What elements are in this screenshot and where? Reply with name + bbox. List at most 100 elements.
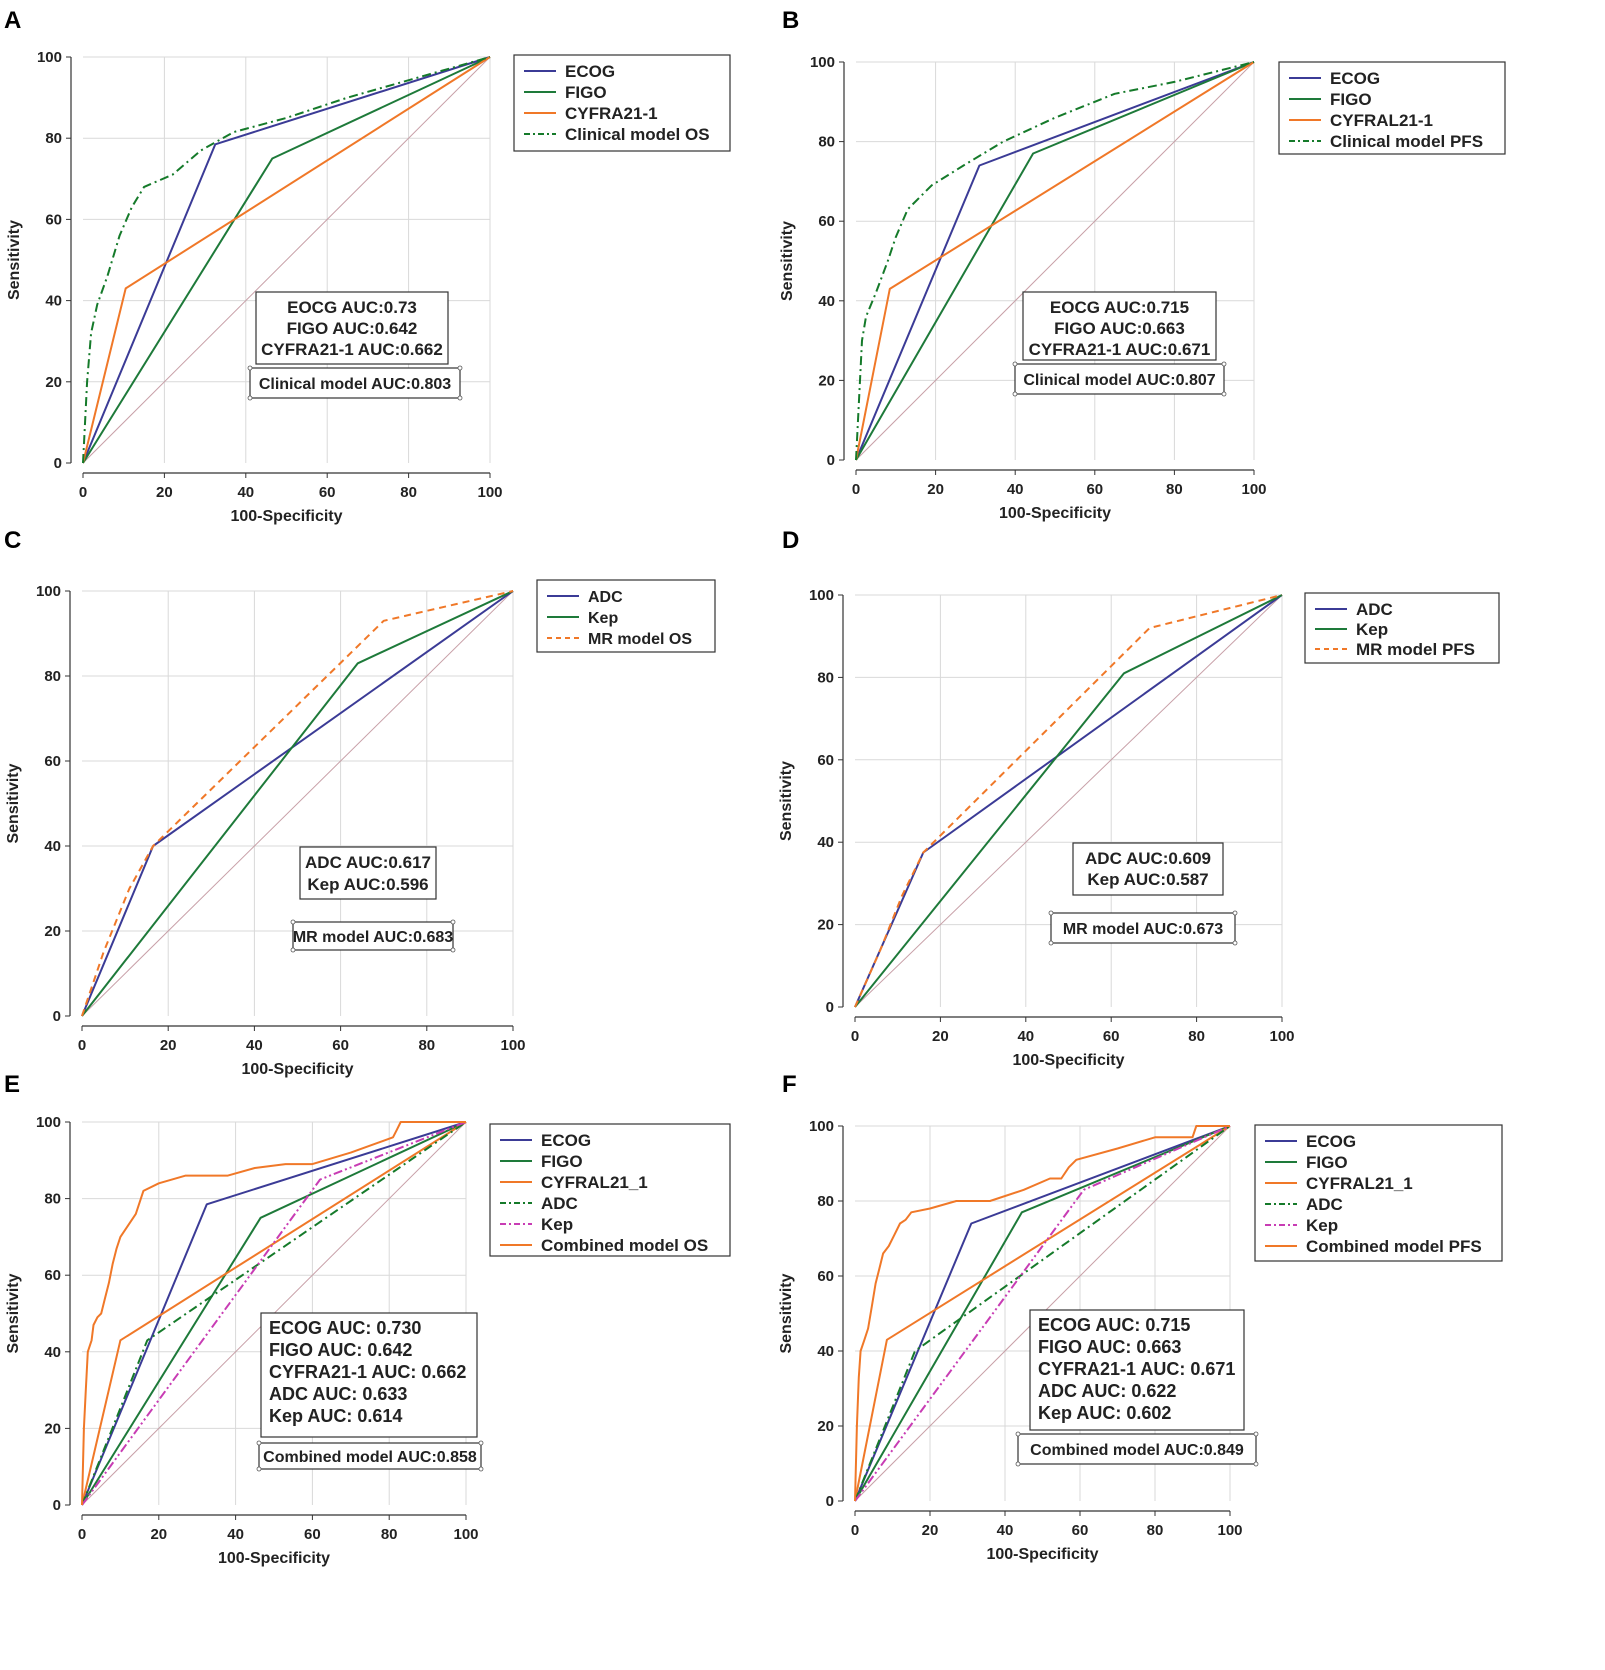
y-tick-label: 40 — [45, 293, 62, 310]
y-tick-label: 20 — [44, 923, 61, 940]
legend-label: ECOG — [1330, 69, 1380, 88]
y-axis-label: Sensitivity — [779, 221, 796, 301]
reference-diagonal — [82, 56, 491, 464]
y-tick-label: 60 — [44, 753, 61, 770]
x-tick-label: 100 — [500, 1037, 525, 1054]
x-axis-label: 100-Specificity — [230, 508, 342, 525]
panel-a: A 00 20 20 40 40 60 60 80 80 100 100 100-Specificity… — [4, 7, 731, 525]
auc-text: Kep AUC:0.596 — [307, 875, 428, 894]
y-tick-label: 0 — [53, 1008, 61, 1025]
auc-text: ADC AUC:0.617 — [305, 853, 431, 872]
legend-box — [489, 1123, 731, 1257]
model-auc-text: Combined model AUC:0.849 — [1030, 1442, 1244, 1459]
x-tick-label: 60 — [1103, 1028, 1120, 1045]
x-tick-label: 60 — [319, 484, 336, 501]
x-tick-label: 60 — [1072, 1522, 1089, 1539]
x-tick-label: 0 — [79, 484, 87, 501]
x-tick-label: 40 — [246, 1037, 263, 1054]
auc-text: CYFRA21-1 AUC: 0.662 — [269, 1362, 466, 1382]
series-line-adc — [81, 1121, 467, 1506]
series-line-ecog — [81, 1121, 467, 1506]
legend-label: FIGO — [541, 1152, 583, 1171]
y-tick-label: 80 — [817, 669, 834, 686]
x-tick-label: 60 — [304, 1526, 321, 1543]
box-handle — [1232, 910, 1238, 916]
panel-c: C 00 20 20 40 40 60 60 80 80 100 100 100-Specificity… — [4, 527, 716, 1078]
x-tick-label: 0 — [851, 1028, 859, 1045]
series-line-figo — [81, 1121, 467, 1506]
y-tick-label: 80 — [44, 668, 61, 685]
legend-label: ADC — [588, 589, 623, 606]
x-axis-label: 100-Specificity — [1012, 1052, 1124, 1069]
series-line-mr-model-os — [81, 590, 514, 1017]
y-tick-label: 20 — [818, 372, 835, 389]
y-tick-label: 100 — [809, 587, 834, 604]
box-handle — [1015, 1431, 1021, 1437]
y-axis-label: Sensitivity — [778, 761, 795, 841]
legend-label: FIGO — [1306, 1153, 1348, 1172]
y-tick-label: 20 — [817, 1418, 834, 1435]
model-auc-box — [258, 1442, 482, 1470]
legend-label: MR model PFS — [1356, 640, 1475, 659]
auc-text: ADC AUC: 0.622 — [1038, 1381, 1176, 1401]
x-tick-label: 100 — [1217, 1522, 1242, 1539]
x-tick-label: 20 — [922, 1522, 939, 1539]
box-handle — [247, 395, 253, 401]
box-handle — [256, 1466, 262, 1472]
panel-f: F 00 20 20 40 40 60 60 80 80 100 100 100-Specificity… — [778, 1071, 1503, 1563]
panel-letter: B — [782, 7, 799, 34]
x-axis-label: 100-Specificity — [999, 505, 1111, 522]
auc-text: FIGO AUC: 0.663 — [1038, 1337, 1181, 1357]
x-tick-label: 20 — [932, 1028, 949, 1045]
auc-box — [1029, 1309, 1245, 1431]
legend-label: Kep — [588, 610, 618, 627]
y-tick-label: 40 — [818, 293, 835, 310]
auc-box — [1072, 842, 1224, 896]
model-auc-text: Clinical model AUC:0.803 — [259, 376, 451, 393]
y-tick-label: 100 — [36, 583, 61, 600]
y-axis-label: Sensitivity — [6, 220, 23, 300]
x-tick-label: 0 — [78, 1526, 86, 1543]
y-tick-label: 0 — [826, 1493, 834, 1510]
y-tick-label: 100 — [36, 1114, 61, 1131]
x-tick-label: 40 — [227, 1526, 244, 1543]
y-tick-label: 80 — [45, 130, 62, 147]
series-line-figo — [855, 61, 1255, 461]
y-tick-label: 40 — [44, 1344, 61, 1361]
x-tick-label: 100 — [1241, 481, 1266, 498]
x-tick-label: 100 — [453, 1526, 478, 1543]
box-handle — [1048, 940, 1054, 946]
box-handle — [290, 919, 296, 925]
box-handle — [478, 1440, 484, 1446]
box-handle — [1012, 391, 1018, 397]
box-handle — [256, 1440, 262, 1446]
y-axis-label: Sensitivity — [778, 1273, 795, 1353]
auc-box — [260, 1312, 478, 1438]
box-handle — [290, 947, 296, 953]
box-handle — [450, 947, 456, 953]
model-auc-box — [1017, 1433, 1257, 1465]
auc-text: CYFRA21-1 AUC: 0.671 — [1038, 1359, 1235, 1379]
series-line-clinical-model-os — [82, 56, 491, 464]
box-handle — [1048, 910, 1054, 916]
x-tick-label: 80 — [1147, 1522, 1164, 1539]
y-tick-label: 60 — [818, 213, 835, 230]
legend-label: Kep — [1306, 1216, 1338, 1235]
legend-label: Clinical model PFS — [1330, 132, 1483, 151]
model-auc-text: Clinical model AUC:0.807 — [1023, 372, 1215, 389]
box-handle — [1012, 361, 1018, 367]
y-tick-label: 0 — [54, 455, 62, 472]
legend-label: FIGO — [565, 83, 607, 102]
panel-e: E 00 20 20 40 40 60 60 80 80 100 100 100-Specificity… — [4, 1071, 731, 1567]
legend-label: Clinical model OS — [565, 125, 710, 144]
y-axis-label: Sensitivity — [5, 763, 22, 843]
y-tick-label: 0 — [826, 999, 834, 1016]
y-tick-label: 0 — [53, 1497, 61, 1514]
reference-diagonal — [81, 590, 514, 1017]
x-tick-label: 80 — [418, 1037, 435, 1054]
reference-diagonal — [855, 61, 1255, 461]
legend-label: ECOG — [541, 1131, 591, 1150]
auc-text: ADC AUC:0.609 — [1085, 849, 1211, 868]
box-handle — [247, 365, 253, 371]
